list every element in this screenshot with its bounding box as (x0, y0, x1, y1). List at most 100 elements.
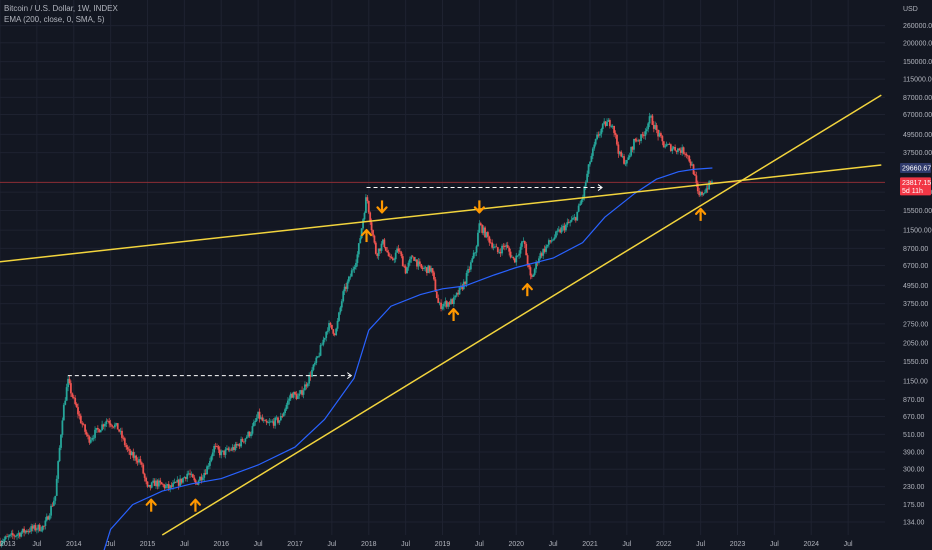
candle-down (309, 374, 312, 377)
price-tick-label: 2050.00 (903, 341, 928, 348)
candle-down (696, 183, 699, 192)
candle-up (211, 452, 214, 457)
arrow-head (360, 228, 373, 237)
candle-up (187, 473, 190, 475)
time-tick-label: 2016 (213, 541, 229, 548)
candle-down (486, 232, 489, 237)
candle-up (562, 225, 564, 228)
candle-down (85, 431, 88, 435)
last-price-label: 23817.15 (902, 180, 931, 187)
candle-down (669, 144, 672, 152)
candle-up (633, 139, 635, 150)
candle-down (657, 129, 659, 137)
candle-down (218, 449, 221, 456)
candle-up (299, 390, 302, 394)
candle-down (243, 441, 245, 443)
candle-down (428, 265, 431, 272)
candle-down (6, 536, 8, 538)
price-tick-label: 37500.00 (903, 150, 932, 157)
candle-up (1, 541, 4, 543)
candle-up (414, 259, 417, 261)
candle-up (469, 262, 472, 270)
candle-up (474, 252, 477, 254)
candle-down (523, 241, 526, 245)
candle-down (135, 455, 138, 461)
candle-down (34, 525, 37, 531)
price-tick-label: 11500.00 (903, 228, 932, 235)
candle-up (255, 418, 258, 421)
candle-down (194, 480, 197, 484)
candle-up (237, 444, 240, 446)
candle-up (362, 219, 364, 229)
candle-up (556, 230, 559, 232)
candle-down (128, 449, 130, 451)
price-tick-label: 67000.00 (903, 112, 932, 119)
candle-down (433, 272, 435, 280)
candle-up (157, 480, 160, 487)
time-tick-label: 2021 (582, 541, 598, 548)
indicator-title[interactable]: EMA (200, close, 0, SMA, 5) (4, 15, 105, 24)
candle-up (627, 157, 630, 161)
arrow-up-icon (695, 207, 707, 221)
candle-up (99, 430, 102, 433)
candle-up (190, 474, 193, 476)
candle-up (658, 133, 661, 137)
candle-down (623, 156, 625, 164)
candle-up (24, 530, 27, 533)
candle-up (618, 151, 621, 154)
candle-up (64, 400, 67, 405)
candle-up (586, 173, 589, 183)
arrow-down-icon (473, 200, 485, 214)
candle-down (530, 275, 533, 277)
candle-down (397, 248, 400, 252)
candle-down (435, 291, 438, 299)
candle-up (267, 422, 269, 424)
candle-up (224, 449, 227, 455)
arrow-up-icon (360, 228, 373, 243)
candle-down (180, 478, 183, 483)
candle-up (228, 449, 231, 451)
candle-down (84, 424, 86, 432)
candle-up (10, 533, 13, 535)
candle-up (538, 258, 540, 263)
candle-down (496, 247, 499, 253)
candle-down (689, 161, 692, 166)
candle-up (458, 287, 461, 295)
candle-down (261, 417, 264, 421)
candle-up (353, 267, 356, 270)
candle-down (177, 479, 180, 486)
candle-down (102, 424, 105, 427)
candle-down (387, 252, 390, 257)
candle-up (560, 227, 563, 233)
candle-up (542, 248, 545, 256)
time-tick-label: Jul (106, 541, 115, 548)
candle-up (119, 430, 122, 432)
candle-down (162, 484, 165, 486)
candle-up (555, 231, 557, 238)
candle-up (279, 416, 282, 421)
candle-up (600, 128, 603, 134)
candle-down (616, 134, 618, 145)
candle-up (315, 357, 318, 363)
candle-down (559, 229, 562, 233)
price-tick-label: 3750.00 (903, 301, 928, 308)
candle-up (532, 274, 535, 277)
candle-down (597, 134, 600, 136)
candle-up (328, 323, 330, 331)
time-tick-label: 2024 (803, 541, 819, 548)
candle-up (705, 188, 708, 193)
candle-up (355, 262, 357, 268)
candle-down (495, 246, 498, 248)
candle-down (264, 420, 267, 422)
symbol-title[interactable]: Bitcoin / U.S. Dollar, 1W, INDEX (4, 4, 118, 13)
candle-up (203, 472, 206, 478)
candle-down (47, 516, 50, 520)
candle-down (655, 125, 658, 130)
candle-down (156, 480, 159, 487)
candle-down (651, 115, 654, 125)
price-tick-label: 8700.00 (903, 246, 928, 253)
candle-up (601, 123, 604, 129)
candle-up (610, 126, 613, 127)
candle-up (58, 447, 61, 462)
